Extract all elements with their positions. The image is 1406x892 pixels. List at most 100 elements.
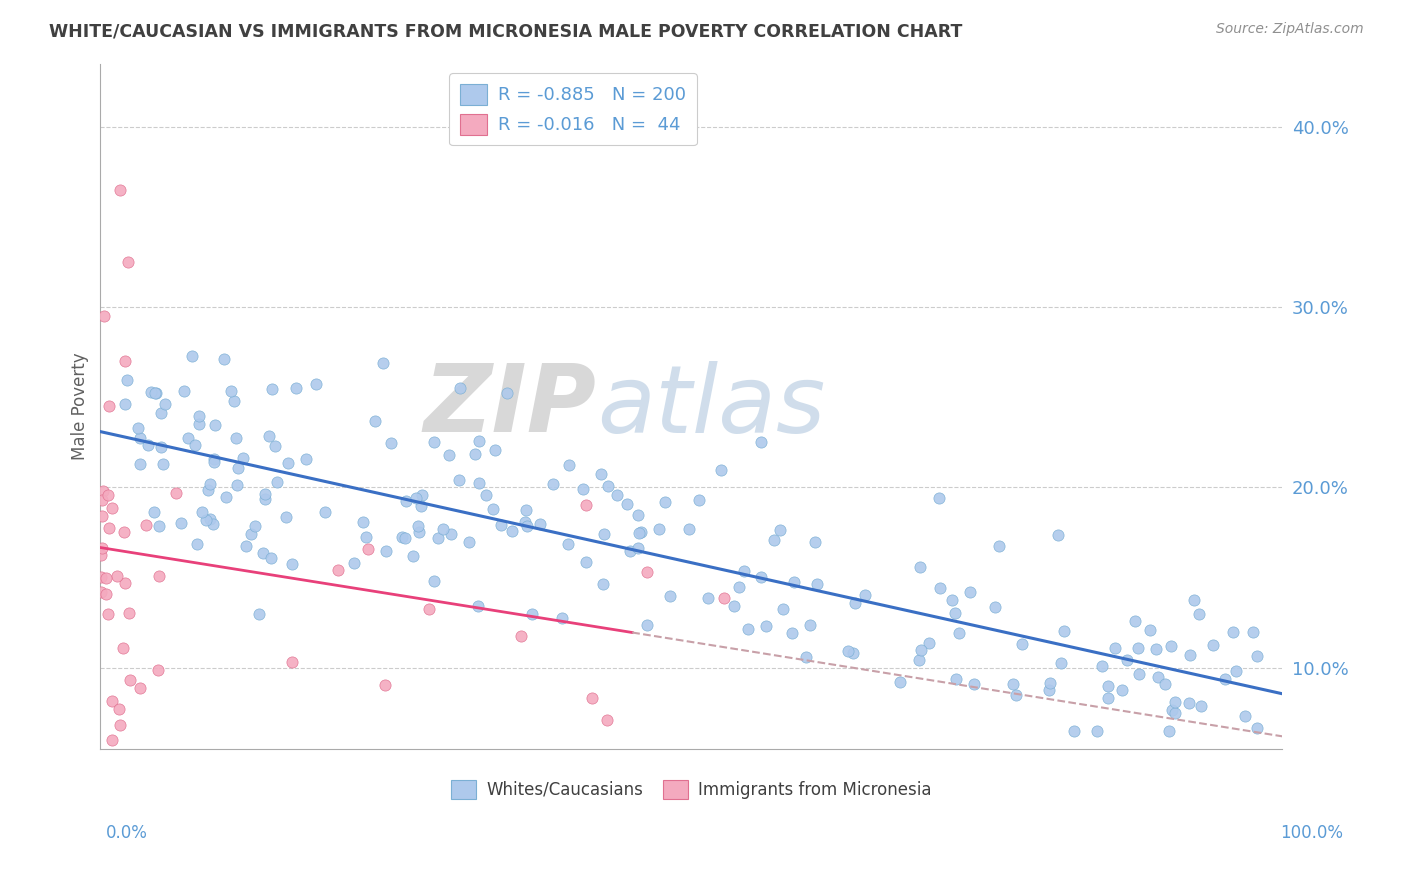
Point bbox=[423, 435, 446, 450]
Point bbox=[484, 442, 506, 457]
Point bbox=[501, 524, 523, 538]
Point bbox=[187, 409, 209, 423]
Point bbox=[929, 582, 952, 596]
Point bbox=[375, 544, 398, 558]
Point bbox=[402, 549, 425, 563]
Point bbox=[117, 255, 139, 269]
Point bbox=[252, 546, 274, 560]
Point bbox=[596, 479, 619, 493]
Point bbox=[1063, 723, 1085, 738]
Point bbox=[467, 434, 489, 448]
Point bbox=[575, 498, 598, 512]
Text: ZIP: ZIP bbox=[423, 360, 596, 452]
Point bbox=[943, 606, 966, 620]
Point bbox=[90, 584, 112, 599]
Point bbox=[89, 548, 111, 562]
Point bbox=[380, 436, 402, 450]
Point bbox=[769, 524, 792, 538]
Point bbox=[749, 569, 772, 583]
Point bbox=[212, 352, 235, 367]
Point bbox=[1005, 689, 1028, 703]
Point bbox=[232, 450, 254, 465]
Point bbox=[432, 522, 454, 536]
Point bbox=[177, 431, 200, 445]
Point bbox=[198, 512, 221, 526]
Point bbox=[630, 524, 652, 539]
Point bbox=[572, 482, 595, 496]
Point bbox=[127, 421, 149, 435]
Point bbox=[1046, 528, 1069, 542]
Point bbox=[97, 488, 120, 502]
Point bbox=[326, 563, 349, 577]
Point bbox=[423, 574, 446, 588]
Point bbox=[114, 576, 136, 591]
Point bbox=[782, 574, 804, 589]
Point bbox=[1050, 656, 1073, 670]
Point bbox=[115, 373, 138, 387]
Point bbox=[464, 447, 486, 461]
Point bbox=[1160, 703, 1182, 717]
Point bbox=[1153, 677, 1175, 691]
Point bbox=[94, 587, 117, 601]
Point bbox=[1222, 624, 1244, 639]
Point bbox=[204, 418, 226, 433]
Point bbox=[853, 588, 876, 602]
Point bbox=[112, 525, 135, 540]
Point bbox=[910, 643, 932, 657]
Point bbox=[627, 525, 650, 540]
Point bbox=[659, 589, 682, 603]
Point bbox=[108, 702, 131, 716]
Point bbox=[1157, 723, 1180, 738]
Point bbox=[187, 417, 209, 431]
Point bbox=[373, 356, 395, 370]
Point bbox=[581, 690, 603, 705]
Point bbox=[495, 386, 517, 401]
Point bbox=[447, 473, 470, 487]
Point bbox=[1139, 623, 1161, 637]
Point bbox=[1160, 640, 1182, 654]
Point bbox=[799, 618, 821, 632]
Point bbox=[148, 518, 170, 533]
Point bbox=[1178, 696, 1201, 710]
Point bbox=[1038, 683, 1060, 698]
Point bbox=[458, 535, 481, 549]
Point bbox=[277, 456, 299, 470]
Point bbox=[1097, 691, 1119, 706]
Point bbox=[149, 406, 172, 420]
Point bbox=[139, 385, 162, 400]
Point bbox=[1085, 723, 1108, 738]
Point bbox=[101, 501, 124, 516]
Text: WHITE/CAUCASIAN VS IMMIGRANTS FROM MICRONESIA MALE POVERTY CORRELATION CHART: WHITE/CAUCASIAN VS IMMIGRANTS FROM MICRO… bbox=[49, 22, 963, 40]
Point bbox=[648, 522, 671, 536]
Point bbox=[467, 475, 489, 490]
Point bbox=[948, 626, 970, 640]
Point bbox=[1126, 641, 1149, 656]
Point bbox=[963, 676, 986, 690]
Point bbox=[449, 381, 471, 395]
Point bbox=[253, 487, 276, 501]
Point bbox=[439, 448, 461, 462]
Point bbox=[195, 513, 218, 527]
Point bbox=[170, 516, 193, 530]
Point bbox=[945, 673, 967, 687]
Point bbox=[240, 527, 263, 541]
Point bbox=[733, 564, 755, 578]
Point bbox=[235, 539, 257, 553]
Point bbox=[408, 525, 430, 540]
Point bbox=[120, 673, 142, 687]
Point bbox=[356, 530, 378, 544]
Point bbox=[225, 431, 247, 445]
Point bbox=[202, 516, 225, 531]
Point bbox=[1180, 648, 1202, 662]
Point bbox=[889, 675, 911, 690]
Point bbox=[184, 438, 207, 452]
Point bbox=[247, 607, 270, 622]
Point bbox=[557, 537, 579, 551]
Point bbox=[215, 490, 238, 504]
Point bbox=[257, 429, 280, 443]
Point bbox=[1202, 638, 1225, 652]
Point bbox=[165, 486, 187, 500]
Point bbox=[111, 640, 134, 655]
Point bbox=[1144, 641, 1167, 656]
Point bbox=[515, 519, 537, 533]
